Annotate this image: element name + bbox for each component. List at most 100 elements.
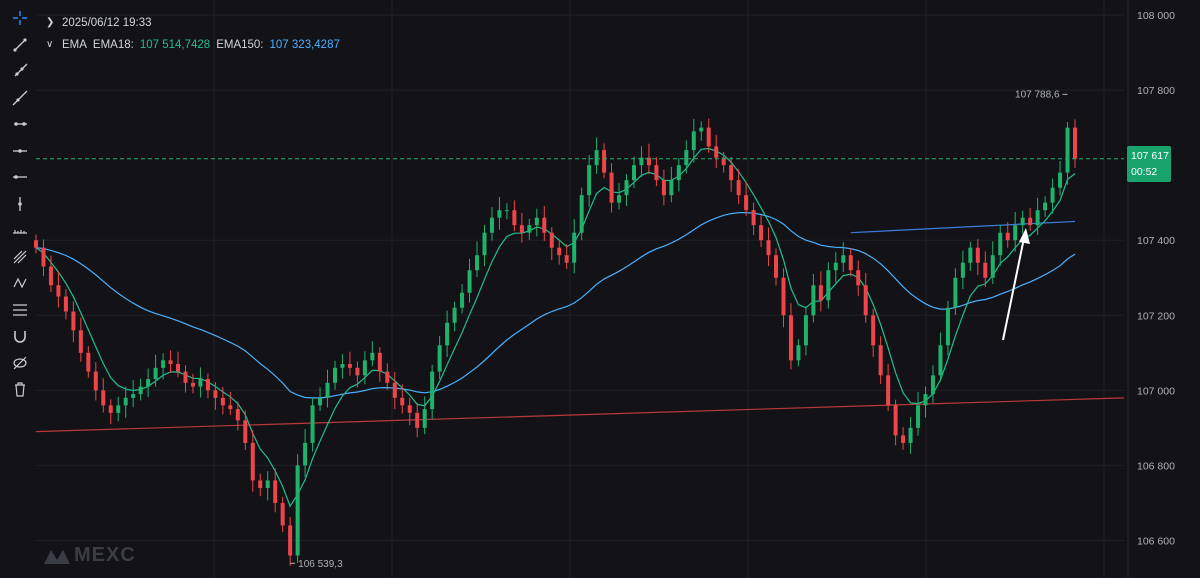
price-line-icon[interactable] <box>10 167 30 187</box>
candle <box>602 143 607 179</box>
candle <box>93 362 98 401</box>
candle <box>572 219 577 274</box>
candle <box>744 181 749 216</box>
price-tick-label: 107 200 <box>1137 310 1175 322</box>
candle <box>848 248 853 277</box>
candle <box>407 397 412 426</box>
candle <box>205 373 210 399</box>
candle <box>243 410 248 451</box>
price-tick-label: 108 000 <box>1137 10 1175 22</box>
arrow-head <box>1019 228 1030 244</box>
candle <box>759 215 764 247</box>
trend-line-icon[interactable] <box>10 35 30 55</box>
candle <box>930 365 935 404</box>
ema150-value: 107 323,4287 <box>269 39 340 51</box>
candle <box>1073 119 1077 168</box>
candle <box>669 167 674 203</box>
horizontal-line-icon[interactable] <box>10 141 30 161</box>
ema18-line <box>35 147 1076 508</box>
candle <box>811 273 816 323</box>
hide-icon[interactable] <box>10 353 30 373</box>
extended-line-icon[interactable] <box>10 88 30 108</box>
ray-icon[interactable] <box>10 61 30 81</box>
chevron-right-icon[interactable]: ❯ <box>46 17 55 28</box>
candle <box>781 268 786 328</box>
ema18-value: 107 514,7428 <box>139 39 211 51</box>
chevron-down-icon[interactable]: ∨ <box>46 39 54 50</box>
crosshair-icon[interactable] <box>10 8 30 28</box>
candle <box>273 468 278 513</box>
candle <box>714 134 719 169</box>
candle <box>347 351 352 376</box>
low-annotation: 106 539,3 <box>290 559 343 570</box>
trendline-drawing[interactable] <box>850 220 1076 234</box>
candle <box>990 241 995 285</box>
candle <box>893 399 898 446</box>
candle <box>953 268 958 315</box>
candle <box>699 121 704 141</box>
price-tick-label: 107 400 <box>1137 235 1175 247</box>
horizontal-ray-icon[interactable] <box>10 114 30 134</box>
candle <box>803 306 808 356</box>
candle <box>250 430 255 492</box>
trash-icon[interactable] <box>10 379 30 399</box>
candle <box>310 397 315 452</box>
high-annotation: 107 788,6 <box>1015 89 1068 100</box>
candle <box>176 351 181 378</box>
candle <box>945 301 950 356</box>
candle <box>400 384 405 414</box>
pattern-icon[interactable] <box>10 273 30 293</box>
candle <box>960 250 965 289</box>
candle <box>968 241 973 271</box>
candle <box>1043 196 1048 217</box>
candle <box>71 301 76 343</box>
candle <box>497 197 502 230</box>
candle <box>654 157 659 187</box>
candle <box>116 396 121 422</box>
candle <box>355 361 360 388</box>
candle <box>392 371 397 410</box>
candle <box>975 239 980 276</box>
watermark-text: MEXC <box>74 544 136 566</box>
candle <box>512 200 517 232</box>
timestamp: 2025/06/12 19:33 <box>62 17 152 29</box>
arrow-shaft <box>1002 237 1025 341</box>
pitchfork-icon[interactable] <box>10 247 30 267</box>
candle <box>153 354 158 387</box>
long-ema-line <box>35 397 1125 433</box>
candle <box>265 471 270 501</box>
candle <box>41 239 46 277</box>
candle <box>258 473 263 497</box>
candle <box>617 183 622 210</box>
candle <box>729 156 734 192</box>
candle <box>841 242 846 273</box>
candle <box>504 203 509 220</box>
candle <box>489 207 494 241</box>
candle <box>736 169 741 204</box>
current-price: 107 617 <box>1131 150 1169 162</box>
candle <box>594 137 599 174</box>
candle <box>908 416 913 454</box>
candle <box>63 289 68 320</box>
candle <box>1050 178 1055 214</box>
candle <box>86 346 91 378</box>
candle <box>519 212 524 243</box>
candle <box>183 365 188 393</box>
candle <box>721 152 726 173</box>
candle <box>818 271 823 312</box>
candle <box>998 224 1003 266</box>
up-arrow-drawing[interactable] <box>1002 228 1030 341</box>
price-tick-label: 106 600 <box>1137 535 1175 547</box>
ema18-label: EMA18: <box>92 39 134 51</box>
candle <box>766 227 771 267</box>
candle <box>938 332 943 382</box>
vertical-line-icon[interactable] <box>10 194 30 214</box>
candle <box>78 317 83 362</box>
fib-icon[interactable] <box>10 300 30 320</box>
measure-icon[interactable] <box>10 220 30 240</box>
candle <box>886 363 891 411</box>
chart-grid <box>36 0 1129 578</box>
candle <box>916 391 921 436</box>
magnet-icon[interactable] <box>10 326 30 346</box>
